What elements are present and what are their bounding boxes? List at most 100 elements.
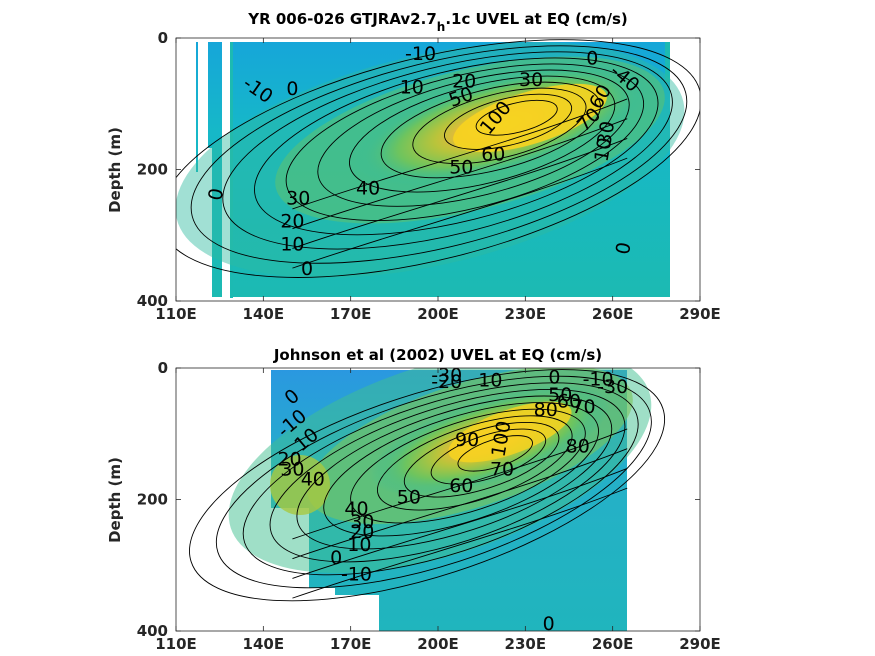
top-contour-line bbox=[380, 81, 601, 179]
bottom-contour-label: 0 bbox=[330, 547, 342, 569]
bottom-contour-label: 20 bbox=[277, 449, 301, 471]
bottom-contour-label: 40 bbox=[301, 468, 325, 490]
bottom-x-tick-label: 170E bbox=[330, 635, 372, 653]
bottom-contour-line bbox=[296, 395, 613, 550]
bottom-contour-line bbox=[215, 375, 652, 589]
top-x-tick-label: 170E bbox=[330, 305, 372, 323]
bottom-contour-label: -30 bbox=[597, 376, 628, 398]
top-contour-line bbox=[475, 99, 558, 136]
bottom-x-tick-label: 260E bbox=[592, 635, 634, 653]
top-contour-label: 10 bbox=[280, 234, 304, 256]
top-contour-line bbox=[222, 51, 673, 250]
top-contour-label: 60 bbox=[481, 144, 505, 166]
top-contour-label: 20 bbox=[280, 211, 304, 233]
top-contour-line bbox=[176, 39, 700, 278]
bottom-contour-label: 70 bbox=[490, 458, 514, 480]
bottom-contour-line bbox=[292, 428, 628, 540]
bottom-contour-label: 10 bbox=[347, 534, 371, 556]
bottom-contour-line bbox=[350, 408, 586, 524]
bottom-contour-line bbox=[292, 467, 628, 579]
bottom-contour-line bbox=[292, 487, 628, 599]
top-x-tick-label: 110E bbox=[155, 305, 197, 323]
bottom-contour-label: 60 bbox=[557, 391, 581, 413]
bottom-y-tick-label: 200 bbox=[137, 491, 168, 509]
bottom-contour-line bbox=[457, 435, 533, 472]
bottom-x-tick-label: 110E bbox=[155, 635, 197, 653]
bottom-west-pocket bbox=[270, 455, 330, 515]
top-contour-label: 0 bbox=[286, 78, 298, 100]
bottom-contour-line bbox=[403, 421, 560, 498]
bottom-x-tick-label: 140E bbox=[243, 635, 285, 653]
bottom-contour-label: -20 bbox=[431, 371, 462, 393]
panel-top: YR 006-026 GTJRAv2.7h.1c UVEL at EQ (cm/… bbox=[106, 10, 721, 323]
top-contour-line bbox=[190, 45, 688, 264]
bottom-x-tick-label: 230E bbox=[505, 635, 547, 653]
bottom-contour-line bbox=[269, 388, 626, 563]
bottom-contour-label: 30 bbox=[350, 511, 374, 533]
bottom-contour-label: 40 bbox=[344, 498, 368, 520]
top-contour-label: 50 bbox=[449, 157, 473, 179]
top-contour-line bbox=[292, 118, 628, 230]
top-contour-label: 20 bbox=[452, 71, 476, 93]
bottom-x-tick-label: 200E bbox=[417, 635, 459, 653]
top-contour-lines bbox=[176, 39, 700, 278]
bottom-contour-label: 0 bbox=[543, 613, 555, 635]
top-x-tick-label: 230E bbox=[505, 305, 547, 323]
top-contour-label: 30 bbox=[519, 69, 543, 91]
bottom-contour-line bbox=[323, 402, 599, 537]
bottom-contour-label: 0 bbox=[548, 366, 560, 388]
bottom-contour-label: 70 bbox=[571, 396, 595, 418]
bottom-y-tick-label: 400 bbox=[137, 622, 168, 640]
top-contour-label: 0 bbox=[204, 187, 228, 203]
top-y-tick-label: 0 bbox=[158, 29, 168, 47]
top-x-tick-label: 140E bbox=[243, 305, 285, 323]
top-contour-line bbox=[412, 87, 587, 165]
bottom-contour-label: -30 bbox=[431, 364, 462, 386]
top-contour-label: 0 bbox=[586, 48, 598, 70]
panel-bottom-ylabel: Depth (m) bbox=[106, 457, 124, 543]
top-y-tick-label: 200 bbox=[137, 161, 168, 179]
bottom-contour-label: 80 bbox=[566, 435, 590, 457]
bottom-contour-line bbox=[430, 428, 547, 485]
top-contour-label: 40 bbox=[356, 178, 380, 200]
top-contour-line bbox=[444, 93, 573, 150]
bottom-contour-label: 20 bbox=[350, 521, 374, 543]
bottom-jet-max bbox=[448, 401, 572, 463]
panel-top-title: YR 006-026 GTJRAv2.7h.1c UVEL at EQ (cm/… bbox=[247, 10, 628, 34]
bottom-contour-label: 80 bbox=[534, 399, 558, 421]
top-contour-line bbox=[285, 63, 645, 221]
bottom-contour-label: 10 bbox=[478, 370, 502, 392]
bottom-contour-label: -10 bbox=[583, 368, 614, 390]
top-contour-label: 0 bbox=[612, 240, 636, 256]
bottom-contour-lines bbox=[189, 369, 666, 602]
top-contour-label: 10 bbox=[400, 76, 424, 98]
top-contour-label: -10 bbox=[405, 43, 436, 65]
bottom-contour-label: 60 bbox=[449, 475, 473, 497]
top-contour-label: 0 bbox=[301, 258, 313, 280]
bottom-contour-line bbox=[189, 369, 666, 602]
top-contour-label: 30 bbox=[286, 188, 310, 210]
panel-top-ylabel: Depth (m) bbox=[106, 127, 124, 213]
top-contour-line bbox=[292, 137, 628, 249]
bottom-contour-line bbox=[292, 448, 628, 560]
bottom-contour-label: -10 bbox=[341, 564, 372, 586]
top-contour-label: 30 bbox=[593, 119, 619, 147]
bottom-y-tick-label: 0 bbox=[158, 359, 168, 377]
top-contour-line bbox=[349, 75, 616, 193]
top-y-tick-label: 400 bbox=[137, 292, 168, 310]
top-contour-line bbox=[317, 69, 630, 207]
top-x-tick-label: 290E bbox=[679, 305, 721, 323]
bottom-contour-label: 30 bbox=[280, 458, 304, 480]
bottom-contour-label: 50 bbox=[548, 384, 572, 406]
panel-bottom-title: Johnson et al (2002) UVEL at EQ (cm/s) bbox=[273, 346, 602, 364]
bottom-contour-label: 50 bbox=[397, 487, 421, 509]
bottom-contour-line bbox=[242, 382, 639, 576]
top-contour-line bbox=[254, 57, 659, 236]
bottom-x-tick-label: 290E bbox=[679, 635, 721, 653]
panel-bottom: Johnson et al (2002) UVEL at EQ (cm/s) -… bbox=[106, 346, 721, 653]
top-contour-line bbox=[292, 98, 628, 210]
